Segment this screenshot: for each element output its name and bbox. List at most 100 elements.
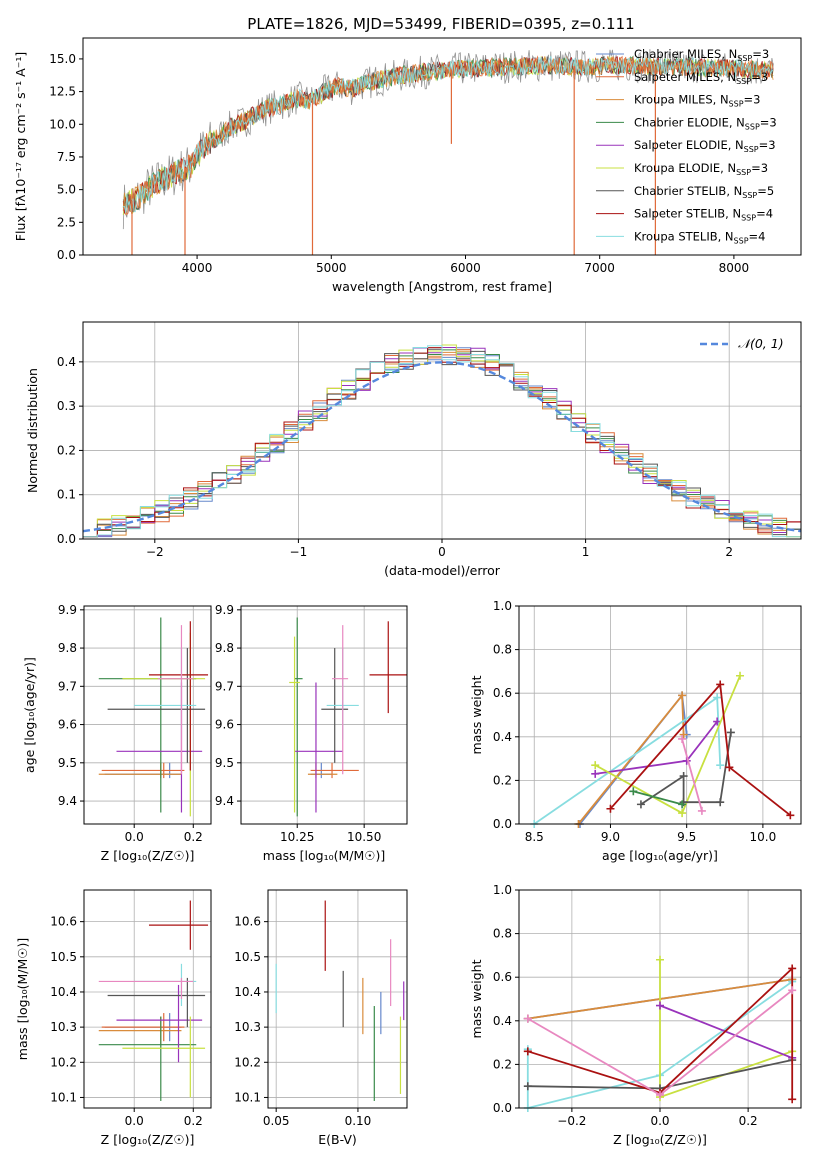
y-tick-label: 0.2 [493, 1057, 512, 1071]
x-tick-label: 6000 [450, 261, 481, 275]
weight-marker [716, 798, 725, 807]
y-tick-label: 0.0 [57, 532, 76, 546]
gaussian-curve [82, 361, 802, 533]
y-tick-label: 10.3 [234, 1020, 261, 1034]
weight-marker [523, 1047, 532, 1056]
weight-series [527, 966, 794, 1100]
axes-frame [83, 889, 212, 1109]
weight-marker [788, 1095, 797, 1104]
mass_vs_ebv-panel: 0.05 0.10 10.1 10.2 10.3 10.4 10.5 10.6 E(B-V) [234, 889, 408, 1147]
weight-marker [678, 734, 687, 743]
weight-series [640, 732, 732, 806]
x-tick-label: 0.10 [345, 1114, 372, 1128]
mass_vs_Z-panel: 0.0 0.2 10.1 10.2 10.3 10.4 10.5 10.6 Z [log₁₀(Z… [15, 889, 212, 1147]
weight-marker [678, 691, 687, 700]
x-tick-label: −0.2 [557, 1114, 586, 1128]
weight-marker [591, 761, 600, 770]
weight-marker [786, 811, 795, 820]
y-axis-label: age [log₁₀(age/yr)] [22, 657, 37, 773]
weight-marker [678, 809, 687, 818]
y-tick-label: 0.0 [493, 1101, 512, 1115]
y-tick-label: 0.6 [493, 686, 512, 700]
age_vs_Z-panel: 0.0 0.2 9.4 9.5 9.6 9.7 9.8 9.9 Z [log₁₀(Z/Z☉)] a… [22, 603, 212, 863]
y-tick-label: 10.3 [50, 1020, 77, 1034]
x-tick-label: −2 [146, 545, 164, 559]
x-axis-label: mass [log₁₀(M/M☉)] [263, 848, 385, 863]
y-tick-label: 15.0 [49, 52, 76, 66]
x-tick-label: 0.0 [650, 1114, 669, 1128]
axes-frame [240, 605, 408, 825]
y-axis-label: mass [log₁₀(M/M☉)] [15, 938, 30, 1060]
x-axis-label: Z [log₁₀(Z/Z☉)] [101, 848, 195, 863]
y-tick-label: 0.0 [57, 248, 76, 262]
x-tick-label: 10.25 [280, 830, 314, 844]
legend-entry: Kroupa ELODIE, NSSP=3 [634, 161, 768, 177]
y-axis-label: mass weight [469, 959, 484, 1038]
chart-title: PLATE=1826, MJD=53499, FIBERID=0395, z=0… [247, 15, 634, 33]
age_vs_mass-panel: 10.25 10.50 9.4 9.5 9.6 9.7 9.8 9.9 mass [log₁₀(… [215, 603, 408, 863]
weight-marker [523, 1014, 532, 1023]
x-tick-label: 9.5 [677, 830, 696, 844]
weight-marker [656, 1090, 664, 1099]
x-tick-label: 0.0 [125, 830, 144, 844]
y-tick-label: 0.4 [493, 730, 512, 744]
y-tick-label: 9.7 [58, 679, 77, 693]
legend-entry: Chabrier ELODIE, NSSP=3 [634, 115, 777, 131]
axes-frame [82, 37, 802, 256]
weight-marker [606, 804, 615, 813]
spectrum-series [123, 55, 774, 213]
y-tick-label: 5.0 [57, 183, 76, 197]
weight-marker [523, 1082, 532, 1091]
x-tick-label: 0.05 [263, 1114, 290, 1128]
weight-marker [713, 693, 722, 702]
weight-marker [725, 763, 734, 772]
legend-entry: Salpeter MILES, NSSP=3 [634, 70, 768, 86]
x-tick-label: 8000 [719, 261, 750, 275]
y-tick-label: 9.8 [215, 641, 234, 655]
y-tick-label: 9.9 [215, 603, 234, 617]
y-tick-label: 9.8 [58, 641, 77, 655]
y-tick-label: 0.1 [57, 488, 76, 502]
x-tick-label: 8.5 [525, 830, 544, 844]
x-tick-label: 0.0 [125, 1114, 144, 1128]
panels: 4000 5000 6000 7000 80000.02.55.07.510.012.5… [13, 37, 802, 1147]
x-tick-label: −1 [290, 545, 308, 559]
weight-marker [716, 761, 725, 770]
y-tick-label: 0.8 [493, 643, 512, 657]
y-tick-label: 0.3 [57, 399, 76, 413]
legend-entry: Chabrier STELIB, NSSP=5 [634, 184, 774, 200]
y-tick-label: 10.5 [234, 950, 261, 964]
histogram-series [83, 345, 801, 538]
weight-series [526, 980, 793, 1110]
axes-frame [518, 889, 802, 1109]
y-tick-label: 10.6 [234, 915, 261, 929]
x-tick-label: 10.0 [750, 830, 777, 844]
y-tick-label: 1.0 [493, 883, 512, 897]
weight-series [609, 682, 791, 817]
legend-entry: Salpeter STELIB, NSSP=4 [634, 207, 773, 223]
y-tick-label: 0.0 [493, 817, 512, 831]
axes-frame [82, 321, 802, 540]
axes-frame [518, 605, 802, 825]
x-tick-label: 9.0 [601, 830, 620, 844]
weight-marker [736, 671, 745, 680]
y-tick-label: 10.1 [50, 1090, 77, 1104]
y-tick-label: 0.8 [493, 927, 512, 941]
y-tick-label: 9.7 [215, 679, 234, 693]
y-tick-label: 10.1 [234, 1090, 261, 1104]
y-tick-label: 10.2 [234, 1055, 261, 1069]
weight-marker [636, 800, 645, 809]
axes-frame [267, 889, 408, 1109]
y-tick-label: 7.5 [57, 150, 76, 164]
y-tick-label: 0.4 [493, 1014, 512, 1028]
y-tick-label: 9.4 [215, 794, 234, 808]
weight-marker [726, 728, 735, 737]
x-tick-label: 2 [725, 545, 733, 559]
legend: Chabrier MILES, NSSP=3 Salpeter MILES, NS… [596, 47, 777, 245]
weight-marker [716, 680, 725, 689]
residuals-panel: −2 −1 0 1 2 0.0 0.1 0.2 0.3 0.4 (data-model)/error… [25, 321, 802, 578]
y-tick-label: 10.4 [234, 985, 261, 999]
y-tick-label: 9.9 [58, 603, 77, 617]
weight-marker [656, 955, 664, 964]
